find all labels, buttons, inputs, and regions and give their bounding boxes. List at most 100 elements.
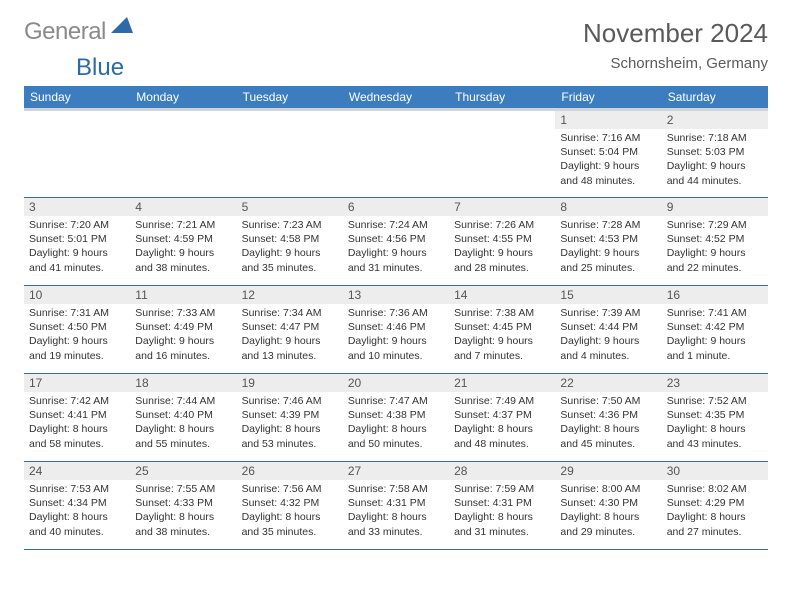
sunset-text: Sunset: 4:29 PM — [667, 496, 763, 510]
day-details: Sunrise: 7:52 AMSunset: 4:35 PMDaylight:… — [662, 392, 768, 455]
day-details: Sunrise: 7:38 AMSunset: 4:45 PMDaylight:… — [449, 304, 555, 367]
day-details: Sunrise: 7:20 AMSunset: 5:01 PMDaylight:… — [24, 216, 130, 279]
daylight-text: Daylight: 8 hours and 55 minutes. — [135, 422, 231, 450]
daylight-text: Daylight: 8 hours and 33 minutes. — [348, 510, 444, 538]
day-number: 25 — [130, 462, 236, 480]
sunset-text: Sunset: 4:47 PM — [242, 320, 338, 334]
sunset-text: Sunset: 4:49 PM — [135, 320, 231, 334]
sunset-text: Sunset: 4:50 PM — [29, 320, 125, 334]
day-details: Sunrise: 7:21 AMSunset: 4:59 PMDaylight:… — [130, 216, 236, 279]
day-number: 10 — [24, 286, 130, 304]
sunrise-text: Sunrise: 7:31 AM — [29, 306, 125, 320]
day-number: 14 — [449, 286, 555, 304]
sunset-text: Sunset: 4:44 PM — [560, 320, 656, 334]
sunset-text: Sunset: 5:03 PM — [667, 145, 763, 159]
logo-triangle-icon — [111, 17, 133, 38]
calendar-row: 17Sunrise: 7:42 AMSunset: 4:41 PMDayligh… — [24, 374, 768, 462]
daylight-text: Daylight: 9 hours and 38 minutes. — [135, 246, 231, 274]
sunrise-text: Sunrise: 8:00 AM — [560, 482, 656, 496]
day-number — [237, 111, 343, 115]
day-number: 15 — [555, 286, 661, 304]
day-details: Sunrise: 7:46 AMSunset: 4:39 PMDaylight:… — [237, 392, 343, 455]
sunrise-text: Sunrise: 7:36 AM — [348, 306, 444, 320]
day-details: Sunrise: 7:28 AMSunset: 4:53 PMDaylight:… — [555, 216, 661, 279]
calendar-cell: 4Sunrise: 7:21 AMSunset: 4:59 PMDaylight… — [130, 198, 236, 286]
day-details: Sunrise: 7:58 AMSunset: 4:31 PMDaylight:… — [343, 480, 449, 543]
sunset-text: Sunset: 5:01 PM — [29, 232, 125, 246]
calendar-cell: 6Sunrise: 7:24 AMSunset: 4:56 PMDaylight… — [343, 198, 449, 286]
col-wednesday: Wednesday — [343, 86, 449, 110]
col-monday: Monday — [130, 86, 236, 110]
day-number: 19 — [237, 374, 343, 392]
calendar-cell: 14Sunrise: 7:38 AMSunset: 4:45 PMDayligh… — [449, 286, 555, 374]
day-number — [130, 111, 236, 115]
day-number: 4 — [130, 198, 236, 216]
col-saturday: Saturday — [662, 86, 768, 110]
calendar-cell: 3Sunrise: 7:20 AMSunset: 5:01 PMDaylight… — [24, 198, 130, 286]
day-details: Sunrise: 8:00 AMSunset: 4:30 PMDaylight:… — [555, 480, 661, 543]
daylight-text: Daylight: 9 hours and 31 minutes. — [348, 246, 444, 274]
daylight-text: Daylight: 9 hours and 1 minute. — [667, 334, 763, 362]
daylight-text: Daylight: 9 hours and 16 minutes. — [135, 334, 231, 362]
sunrise-text: Sunrise: 7:53 AM — [29, 482, 125, 496]
day-number: 24 — [24, 462, 130, 480]
calendar-row: 24 Sunrise: 7:53 AMSunset: 4:34 PM Dayligh… — [24, 462, 768, 550]
sunset-text: Sunset: 4:40 PM — [135, 408, 231, 422]
daylight-text: Daylight: 8 hours and 43 minutes. — [667, 422, 763, 450]
title-block: November 2024 Schornsheim, Germany — [583, 18, 768, 72]
sunrise-text: Sunrise: 7:49 AM — [454, 394, 550, 408]
sunset-text: Sunset: 4:33 PM — [135, 496, 231, 510]
calendar-cell: 5Sunrise: 7:23 AMSunset: 4:58 PMDaylight… — [237, 198, 343, 286]
daylight-text: Daylight: 9 hours and 35 minutes. — [242, 246, 338, 274]
day-details: Sunrise: 7:33 AMSunset: 4:49 PMDaylight:… — [130, 304, 236, 367]
day-number — [449, 111, 555, 115]
calendar-cell: 23Sunrise: 7:52 AMSunset: 4:35 PMDayligh… — [662, 374, 768, 462]
sunrise-text: Sunrise: 7:26 AM — [454, 218, 550, 232]
calendar-cell: 20Sunrise: 7:47 AMSunset: 4:38 PMDayligh… — [343, 374, 449, 462]
daylight-text: Daylight: 8 hours and 35 minutes. — [242, 510, 338, 538]
calendar-cell: 2Sunrise: 7:18 AMSunset: 5:03 PMDaylight… — [662, 110, 768, 198]
calendar-row: 10 Sunrise: 7:31 AMSunset: 4:50 PM Dayligh… — [24, 286, 768, 374]
sunrise-text: Sunrise: 7:33 AM — [135, 306, 231, 320]
sunrise-text: Sunrise: 7:42 AM — [29, 394, 125, 408]
day-details: Sunrise: 7:44 AMSunset: 4:40 PMDaylight:… — [130, 392, 236, 455]
day-number: 11 — [130, 286, 236, 304]
calendar-body: 1Sunrise: 7:16 AMSunset: 5:04 PMDaylight… — [24, 110, 768, 550]
calendar-cell: 13Sunrise: 7:36 AMSunset: 4:46 PMDayligh… — [343, 286, 449, 374]
sunrise-text: Sunrise: 7:29 AM — [667, 218, 763, 232]
day-details: Sunrise: 7:47 AMSunset: 4:38 PMDaylight:… — [343, 392, 449, 455]
sunrise-text: Sunrise: 7:20 AM — [29, 218, 125, 232]
sunrise-text: Sunrise: 7:39 AM — [560, 306, 656, 320]
day-number: 29 — [555, 462, 661, 480]
calendar-cell: 29Sunrise: 8:00 AMSunset: 4:30 PMDayligh… — [555, 462, 661, 550]
day-details: Sunrise: 7:41 AMSunset: 4:42 PMDaylight:… — [662, 304, 768, 367]
day-number: 6 — [343, 198, 449, 216]
day-details: Sunrise: 8:02 AMSunset: 4:29 PMDaylight:… — [662, 480, 768, 543]
sunset-text: Sunset: 4:34 PM — [29, 496, 125, 510]
day-number: 28 — [449, 462, 555, 480]
col-tuesday: Tuesday — [237, 86, 343, 110]
day-details: Sunrise: 7:59 AMSunset: 4:31 PMDaylight:… — [449, 480, 555, 543]
col-sunday: Sunday — [24, 86, 130, 110]
page-subtitle: Schornsheim, Germany — [583, 55, 768, 72]
sunset-text: Sunset: 4:45 PM — [454, 320, 550, 334]
daylight-text: Daylight: 8 hours and 38 minutes. — [135, 510, 231, 538]
sunrise-text: Sunrise: 7:46 AM — [242, 394, 338, 408]
calendar-cell: 11Sunrise: 7:33 AMSunset: 4:49 PMDayligh… — [130, 286, 236, 374]
calendar-cell: 22Sunrise: 7:50 AMSunset: 4:36 PMDayligh… — [555, 374, 661, 462]
sunset-text: Sunset: 4:42 PM — [667, 320, 763, 334]
sunrise-text: Sunrise: 7:59 AM — [454, 482, 550, 496]
header: General November 2024 Schornsheim, Germa… — [24, 18, 768, 72]
daylight-text: Daylight: 9 hours and 7 minutes. — [454, 334, 550, 362]
day-details: Sunrise: 7:50 AMSunset: 4:36 PMDaylight:… — [555, 392, 661, 455]
calendar-cell: 15Sunrise: 7:39 AMSunset: 4:44 PMDayligh… — [555, 286, 661, 374]
calendar-header-row: Sunday Monday Tuesday Wednesday Thursday… — [24, 86, 768, 110]
sunset-text: Sunset: 4:59 PM — [135, 232, 231, 246]
day-number: 9 — [662, 198, 768, 216]
sunrise-text: Sunrise: 7:21 AM — [135, 218, 231, 232]
day-number: 20 — [343, 374, 449, 392]
day-number: 12 — [237, 286, 343, 304]
day-number: 23 — [662, 374, 768, 392]
calendar-cell: 26Sunrise: 7:56 AMSunset: 4:32 PMDayligh… — [237, 462, 343, 550]
daylight-text: Daylight: 8 hours and 31 minutes. — [454, 510, 550, 538]
